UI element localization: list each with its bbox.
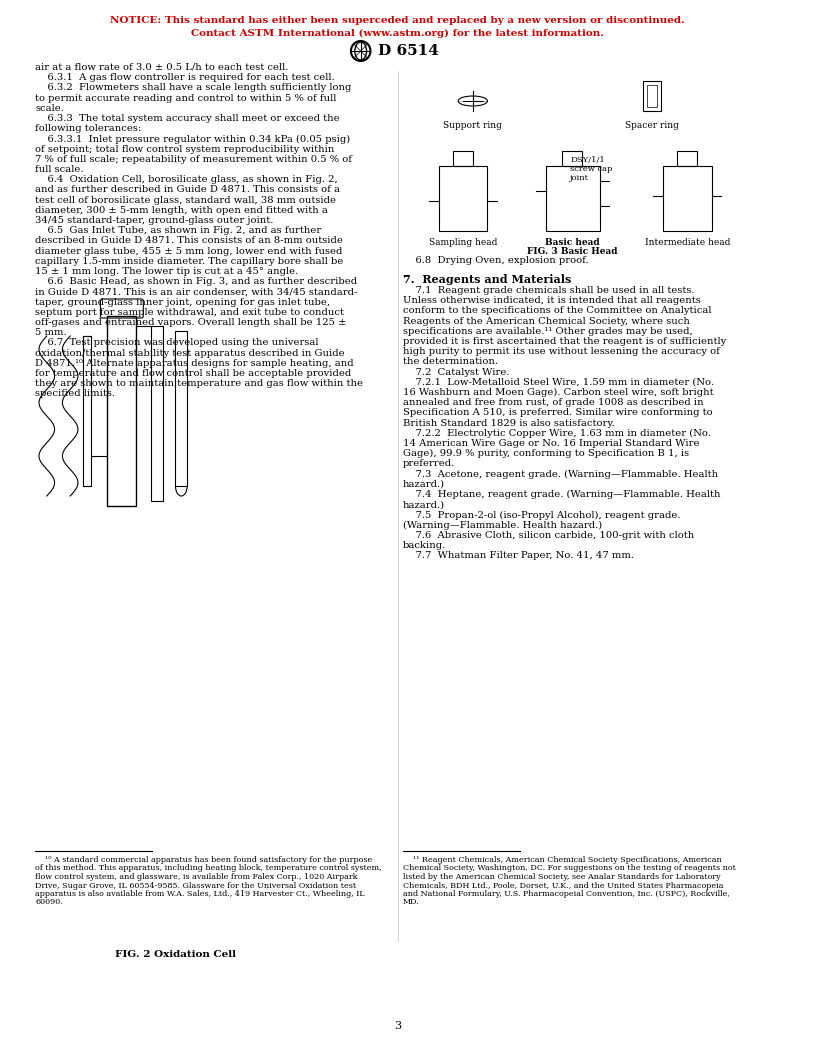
- Text: conform to the specifications of the Committee on Analytical: conform to the specifications of the Com…: [402, 306, 711, 316]
- Text: FIG. 2 Oxidation Cell: FIG. 2 Oxidation Cell: [115, 950, 236, 959]
- Bar: [546, 166, 600, 231]
- Text: backing.: backing.: [402, 541, 446, 550]
- Text: septum port for sample withdrawal, and exit tube to conduct: septum port for sample withdrawal, and e…: [35, 307, 344, 317]
- Text: they are shown to maintain temperature and gas flow within the: they are shown to maintain temperature a…: [35, 379, 363, 389]
- Text: Drive, Sugar Grove, IL 60554-9585. Glassware for the Universal Oxidation test: Drive, Sugar Grove, IL 60554-9585. Glass…: [35, 882, 357, 889]
- Text: hazard.): hazard.): [402, 479, 445, 489]
- Bar: [151, 326, 163, 501]
- Bar: [439, 166, 487, 231]
- Text: the determination.: the determination.: [402, 357, 498, 366]
- Text: Unless otherwise indicated, it is intended that all reagents: Unless otherwise indicated, it is intend…: [402, 296, 700, 305]
- Bar: [454, 151, 472, 166]
- Text: 7.2  Catalyst Wire.: 7.2 Catalyst Wire.: [402, 367, 509, 377]
- Text: 7.  Reagents and Materials: 7. Reagents and Materials: [402, 274, 571, 285]
- Text: 7.7  Whatman Filter Paper, No. 41, 47 mm.: 7.7 Whatman Filter Paper, No. 41, 47 mm.: [402, 551, 633, 560]
- Text: hazard.): hazard.): [402, 501, 445, 509]
- Text: Spacer ring: Spacer ring: [625, 121, 679, 130]
- Text: Basic head: Basic head: [545, 238, 600, 247]
- Text: oxidation/thermal stability test apparatus described in Guide: oxidation/thermal stability test apparat…: [35, 348, 344, 358]
- Text: 14 American Wire Gage or No. 16 Imperial Standard Wire: 14 American Wire Gage or No. 16 Imperial…: [402, 439, 699, 448]
- Text: provided it is first ascertained that the reagent is of sufficiently: provided it is first ascertained that th…: [402, 337, 726, 346]
- Text: taper, ground-glass inner joint, opening for gas inlet tube,: taper, ground-glass inner joint, opening…: [35, 298, 330, 306]
- Text: high purity to permit its use without lessening the accuracy of: high purity to permit its use without le…: [402, 347, 720, 356]
- Text: scale.: scale.: [35, 103, 64, 113]
- Text: of setpoint; total flow control system reproducibility within: of setpoint; total flow control system r…: [35, 145, 335, 153]
- Text: capillary 1.5-mm inside diameter. The capillary bore shall be: capillary 1.5-mm inside diameter. The ca…: [35, 257, 344, 266]
- Text: Specification A 510, is preferred. Similar wire conforming to: Specification A 510, is preferred. Simil…: [402, 409, 712, 417]
- Text: 6.3.1  A gas flow controller is required for each test cell.: 6.3.1 A gas flow controller is required …: [35, 73, 335, 82]
- Text: FIG. 3 Basic Head: FIG. 3 Basic Head: [527, 247, 618, 256]
- Text: ¹¹ Reagent Chemicals, American Chemical Society Specifications, American: ¹¹ Reagent Chemicals, American Chemical …: [402, 856, 721, 864]
- Text: 6.6  Basic Head, as shown in Fig. 3, and as further described: 6.6 Basic Head, as shown in Fig. 3, and …: [35, 278, 357, 286]
- Bar: [562, 151, 582, 166]
- Text: Sampling head: Sampling head: [429, 238, 497, 247]
- Text: 7.3  Acetone, reagent grade. (Warning—Flammable. Health: 7.3 Acetone, reagent grade. (Warning—Fla…: [402, 470, 718, 478]
- Text: and as further described in Guide D 4871. This consists of a: and as further described in Guide D 4871…: [35, 186, 340, 194]
- Bar: [643, 81, 661, 111]
- Bar: [647, 84, 657, 107]
- Text: 7.5  Propan-2-ol (iso-Propyl Alcohol), reagent grade.: 7.5 Propan-2-ol (iso-Propyl Alcohol), re…: [402, 510, 680, 520]
- Bar: [663, 166, 712, 231]
- Text: 7.2.2  Electrolytic Copper Wire, 1.63 mm in diameter (No.: 7.2.2 Electrolytic Copper Wire, 1.63 mm …: [402, 429, 711, 438]
- Text: 6.8  Drying Oven, explosion proof.: 6.8 Drying Oven, explosion proof.: [402, 256, 588, 265]
- Text: 5 mm.: 5 mm.: [35, 328, 67, 337]
- Text: NOTICE: This standard has either been superceded and replaced by a new version o: NOTICE: This standard has either been su…: [110, 16, 685, 25]
- Text: full scale.: full scale.: [35, 165, 83, 174]
- Text: Intermediate head: Intermediate head: [645, 238, 730, 247]
- Text: 16 Washburn and Moen Gage). Carbon steel wire, soft bright: 16 Washburn and Moen Gage). Carbon steel…: [402, 388, 713, 397]
- Bar: [677, 151, 697, 166]
- Text: 7.6  Abrasive Cloth, silicon carbide, 100-grit with cloth: 7.6 Abrasive Cloth, silicon carbide, 100…: [402, 531, 694, 540]
- Text: 6.4  Oxidation Cell, borosilicate glass, as shown in Fig. 2,: 6.4 Oxidation Cell, borosilicate glass, …: [35, 175, 338, 184]
- Text: listed by the American Chemical Society, see Analar Standards for Laboratory: listed by the American Chemical Society,…: [402, 873, 721, 881]
- Text: 6.3.3.1  Inlet pressure regulator within 0.34 kPa (0.05 psig): 6.3.3.1 Inlet pressure regulator within …: [35, 134, 350, 144]
- Text: 15 ± 1 mm long. The lower tip is cut at a 45° angle.: 15 ± 1 mm long. The lower tip is cut at …: [35, 267, 299, 276]
- Text: Chemical Society, Washington, DC. For suggestions on the testing of reagents not: Chemical Society, Washington, DC. For su…: [402, 865, 735, 872]
- Text: for temperature and flow control shall be acceptable provided: for temperature and flow control shall b…: [35, 369, 352, 378]
- Bar: [83, 336, 91, 486]
- Text: annealed and free from rust, of grade 1008 as described in: annealed and free from rust, of grade 10…: [402, 398, 703, 408]
- Text: 7.1  Reagent grade chemicals shall be used in all tests.: 7.1 Reagent grade chemicals shall be use…: [402, 286, 694, 295]
- Text: flow control system, and glassware, is available from Falex Corp., 1020 Airpark: flow control system, and glassware, is a…: [35, 873, 357, 881]
- Text: 6.3.3  The total system accuracy shall meet or exceed the: 6.3.3 The total system accuracy shall me…: [35, 114, 339, 122]
- Text: diameter, 300 ± 5-mm length, with open end fitted with a: diameter, 300 ± 5-mm length, with open e…: [35, 206, 328, 214]
- Text: 6.3.2  Flowmeters shall have a scale length sufficiently long: 6.3.2 Flowmeters shall have a scale leng…: [35, 83, 352, 93]
- Text: Gage), 99.9 % purity, conforming to Specification B 1, is: Gage), 99.9 % purity, conforming to Spec…: [402, 449, 689, 458]
- Text: apparatus is also available from W.A. Sales, Ltd., 419 Harvester Ct., Wheeling, : apparatus is also available from W.A. Sa…: [35, 890, 365, 898]
- Text: off-gases and entrained vapors. Overall length shall be 125 ±: off-gases and entrained vapors. Overall …: [35, 318, 347, 327]
- Text: MD.: MD.: [402, 899, 419, 906]
- Text: of this method. This apparatus, including heating block, temperature control sys: of this method. This apparatus, includin…: [35, 865, 382, 872]
- Text: Chemicals, BDH Ltd., Poole, Dorset, U.K., and the United States Pharmacopeia: Chemicals, BDH Ltd., Poole, Dorset, U.K.…: [402, 882, 723, 889]
- Text: Reagents of the American Chemical Society, where such: Reagents of the American Chemical Societ…: [402, 317, 690, 325]
- Text: air at a flow rate of 3.0 ± 0.5 L/h to each test cell.: air at a flow rate of 3.0 ± 0.5 L/h to e…: [35, 63, 289, 72]
- Text: described in Guide D 4871. This consists of an 8-mm outside: described in Guide D 4871. This consists…: [35, 237, 343, 245]
- Text: D 6514: D 6514: [379, 44, 439, 58]
- Text: 34/45 standard-taper, ground-glass outer joint.: 34/45 standard-taper, ground-glass outer…: [35, 216, 273, 225]
- Text: 7.4  Heptane, reagent grade. (Warning—Flammable. Health: 7.4 Heptane, reagent grade. (Warning—Fla…: [402, 490, 720, 499]
- Text: and National Formulary, U.S. Pharmacopeial Convention, Inc. (USPC), Rockville,: and National Formulary, U.S. Pharmacopei…: [402, 890, 730, 898]
- Text: specified limits.: specified limits.: [35, 390, 115, 398]
- Text: Contact ASTM International (www.astm.org) for the latest information.: Contact ASTM International (www.astm.org…: [191, 29, 604, 38]
- Text: 7.2.1  Low-Metalloid Steel Wire, 1.59 mm in diameter (No.: 7.2.1 Low-Metalloid Steel Wire, 1.59 mm …: [402, 378, 714, 386]
- Text: preferred.: preferred.: [402, 459, 455, 469]
- Bar: [107, 316, 136, 506]
- Text: British Standard 1829 is also satisfactory.: British Standard 1829 is also satisfacto…: [402, 418, 614, 428]
- Text: to permit accurate reading and control to within 5 % of full: to permit accurate reading and control t…: [35, 94, 336, 102]
- Text: 60090.: 60090.: [35, 899, 63, 906]
- Text: ¹⁰ A standard commercial apparatus has been found satisfactory for the purpose: ¹⁰ A standard commercial apparatus has b…: [35, 856, 372, 864]
- Text: specifications are available.¹¹ Other grades may be used,: specifications are available.¹¹ Other gr…: [402, 326, 692, 336]
- Text: D 4871.¹⁰ Alternate apparatus designs for sample heating, and: D 4871.¹⁰ Alternate apparatus designs fo…: [35, 359, 353, 367]
- Text: Support ring: Support ring: [443, 121, 502, 130]
- Text: diameter glass tube, 455 ± 5 mm long, lower end with fused: diameter glass tube, 455 ± 5 mm long, lo…: [35, 247, 343, 256]
- Text: DSY/1/1
screw cap
joint: DSY/1/1 screw cap joint: [570, 156, 613, 183]
- Text: 7 % of full scale; repeatability of measurement within 0.5 % of: 7 % of full scale; repeatability of meas…: [35, 155, 352, 164]
- Text: following tolerances:: following tolerances:: [35, 125, 141, 133]
- Text: (Warning—Flammable. Health hazard.): (Warning—Flammable. Health hazard.): [402, 521, 602, 530]
- Text: 6.7  Test precision was developed using the universal: 6.7 Test precision was developed using t…: [35, 338, 318, 347]
- Text: test cell of borosilicate glass, standard wall, 38 mm outside: test cell of borosilicate glass, standar…: [35, 195, 336, 205]
- Bar: [175, 331, 187, 486]
- Text: 3: 3: [394, 1021, 401, 1031]
- Text: in Guide D 4871. This is an air condenser, with 34/45 standard-: in Guide D 4871. This is an air condense…: [35, 287, 357, 297]
- Text: 6.5  Gas Inlet Tube, as shown in Fig. 2, and as further: 6.5 Gas Inlet Tube, as shown in Fig. 2, …: [35, 226, 322, 235]
